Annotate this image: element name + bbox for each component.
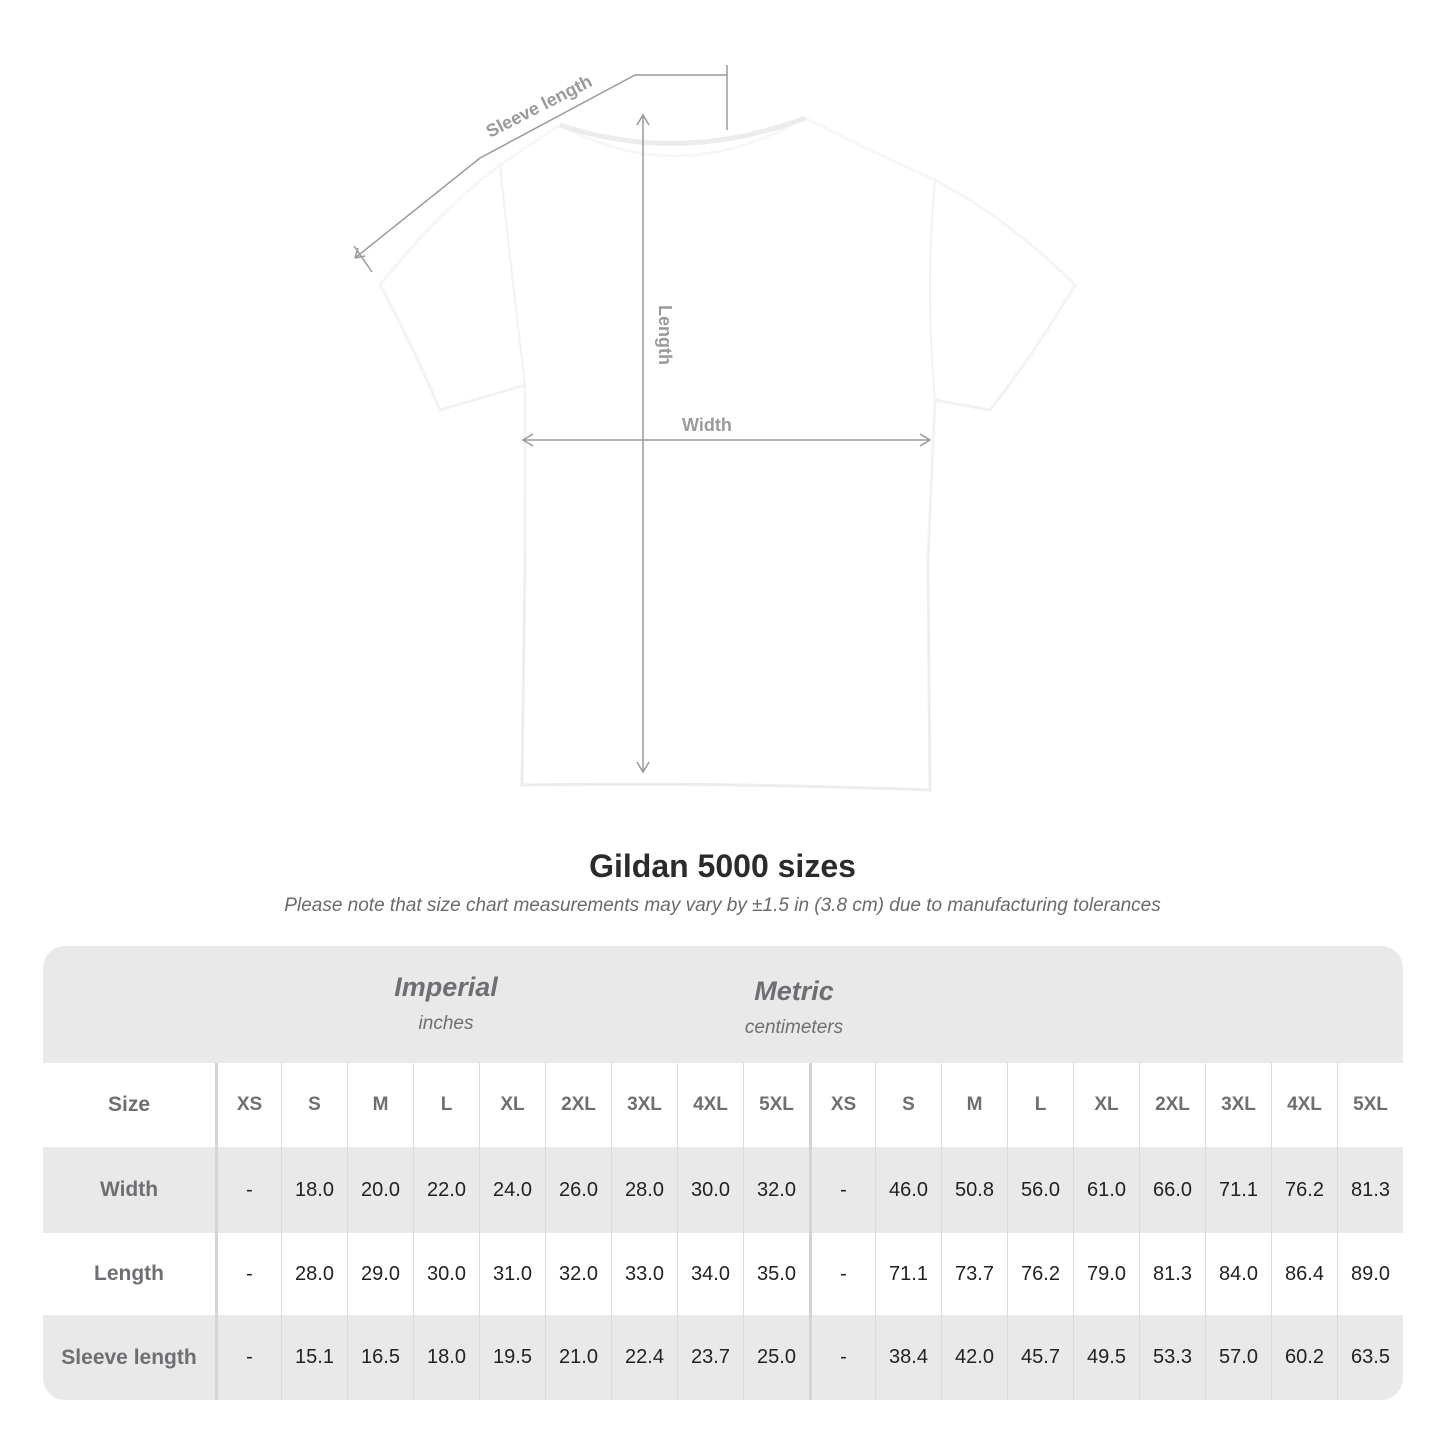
imperial-value-cell: 21.0 <box>545 1315 611 1400</box>
imperial-heading: Imperial inches <box>149 972 743 1035</box>
metric-value-cell: 46.0 <box>875 1147 941 1233</box>
row-label: Width <box>99 1178 159 1201</box>
metric-size-header: XS <box>809 1063 875 1147</box>
imperial-size-header: 3XL <box>611 1063 677 1147</box>
imperial-size-header: L <box>413 1063 479 1147</box>
sleeve-measure-line <box>354 74 727 259</box>
metric-value-cell: 86.4 <box>1271 1233 1337 1315</box>
metric-heading: Metric centimeters <box>497 976 1091 1039</box>
imperial-size-header: 2XL <box>545 1063 611 1147</box>
metric-value-cell: 49.5 <box>1073 1315 1139 1400</box>
imperial-title: Imperial <box>394 972 498 1002</box>
imperial-value-cell: 33.0 <box>611 1233 677 1315</box>
imperial-value-cell: 30.0 <box>413 1233 479 1315</box>
imperial-value-cell: 26.0 <box>545 1147 611 1233</box>
metric-value-cell: 60.2 <box>1271 1315 1337 1400</box>
imperial-value-cell: 19.5 <box>479 1315 545 1400</box>
metric-value-cell: 81.3 <box>1337 1147 1403 1233</box>
metric-value-cell: - <box>809 1233 875 1315</box>
imperial-size-header: M <box>347 1063 413 1147</box>
imperial-value-cell: 35.0 <box>743 1233 809 1315</box>
table-header-band: Imperial inches Metric centimeters <box>43 946 1403 1063</box>
imperial-value-cell: - <box>215 1315 281 1400</box>
metric-size-header: 5XL <box>1337 1063 1403 1147</box>
imperial-value-cell: - <box>215 1233 281 1315</box>
metric-title: Metric <box>754 976 834 1006</box>
length-measure-line <box>636 113 650 774</box>
tolerance-note: Please note that size chart measurements… <box>284 895 1161 916</box>
width-label: Width <box>682 415 732 435</box>
imperial-value-cell: 29.0 <box>347 1233 413 1315</box>
imperial-value-cell: 15.1 <box>281 1315 347 1400</box>
imperial-value-cell: 20.0 <box>347 1147 413 1233</box>
metric-value-cell: 84.0 <box>1205 1233 1271 1315</box>
imperial-value-cell: 18.0 <box>413 1315 479 1400</box>
metric-value-cell: 53.3 <box>1139 1315 1205 1400</box>
imperial-value-cell: 18.0 <box>281 1147 347 1233</box>
imperial-value-cell: 22.4 <box>611 1315 677 1400</box>
row-label: Size <box>107 1093 151 1116</box>
metric-value-cell: 71.1 <box>1205 1147 1271 1233</box>
imperial-value-cell: 16.5 <box>347 1315 413 1400</box>
metric-value-cell: 61.0 <box>1073 1147 1139 1233</box>
metric-value-cell: 76.2 <box>1007 1233 1073 1315</box>
imperial-value-cell: 31.0 <box>479 1233 545 1315</box>
imperial-size-header: 4XL <box>677 1063 743 1147</box>
width-measure-line <box>521 433 932 447</box>
tshirt-shape <box>378 116 1077 792</box>
metric-value-cell: 79.0 <box>1073 1233 1139 1315</box>
metric-value-cell: 81.3 <box>1139 1233 1205 1315</box>
imperial-size-header: S <box>281 1063 347 1147</box>
imperial-value-cell: 34.0 <box>677 1233 743 1315</box>
metric-value-cell: 45.7 <box>1007 1315 1073 1400</box>
imperial-value-cell: 28.0 <box>281 1233 347 1315</box>
metric-value-cell: - <box>809 1315 875 1400</box>
metric-value-cell: 89.0 <box>1337 1233 1403 1315</box>
imperial-value-cell: 28.0 <box>611 1147 677 1233</box>
metric-size-header: S <box>875 1063 941 1147</box>
imperial-value-cell: 25.0 <box>743 1315 809 1400</box>
row-label: Length <box>94 1262 164 1285</box>
metric-size-header: XL <box>1073 1063 1139 1147</box>
metric-value-cell: 71.1 <box>875 1233 941 1315</box>
imperial-size-header: 5XL <box>743 1063 809 1147</box>
metric-value-cell: 76.2 <box>1271 1147 1337 1233</box>
metric-value-cell: 56.0 <box>1007 1147 1073 1233</box>
metric-size-header: 2XL <box>1139 1063 1205 1147</box>
size-header-row: Size XS S M L XL 2XL 3XL 4XL 5XL XS S M L XL 2XL 3XL 4XL 5… <box>43 1063 1403 1147</box>
metric-size-header: L <box>1007 1063 1073 1147</box>
imperial-value-cell: 30.0 <box>677 1147 743 1233</box>
length-label: Length <box>655 305 675 365</box>
size-table: Imperial inches Metric centimeters Size X… <box>43 946 1403 1400</box>
table-row: Width -18.0 20.0 22.0 24.0 26.0 28.0 30.0 32.0-4… <box>43 1147 1403 1233</box>
metric-value-cell: 73.7 <box>941 1233 1007 1315</box>
metric-value-cell: - <box>809 1147 875 1233</box>
imperial-value-cell: 23.7 <box>677 1315 743 1400</box>
metric-size-header: M <box>941 1063 1007 1147</box>
metric-value-cell: 66.0 <box>1139 1147 1205 1233</box>
metric-size-header: 4XL <box>1271 1063 1337 1147</box>
metric-size-header: 3XL <box>1205 1063 1271 1147</box>
imperial-value-cell: - <box>215 1147 281 1233</box>
metric-value-cell: 50.8 <box>941 1147 1007 1233</box>
imperial-size-header: XL <box>479 1063 545 1147</box>
imperial-value-cell: 32.0 <box>743 1147 809 1233</box>
imperial-unit: inches <box>418 1013 474 1034</box>
metric-value-cell: 42.0 <box>941 1315 1007 1400</box>
imperial-value-cell: 22.0 <box>413 1147 479 1233</box>
metric-unit: centimeters <box>744 1017 844 1038</box>
imperial-value-cell: 24.0 <box>479 1147 545 1233</box>
page-title: Gildan 5000 sizes <box>589 848 856 884</box>
imperial-value-cell: 32.0 <box>545 1233 611 1315</box>
table-row: Length -28.0 29.0 30.0 31.0 32.0 33.0 34.0 35.0-… <box>43 1233 1403 1315</box>
row-label: Sleeve length <box>61 1345 197 1369</box>
metric-value-cell: 63.5 <box>1337 1315 1403 1400</box>
table-row: Sleeve length -15.1 16.5 18.0 19.5 21.0 22.4 23… <box>43 1315 1403 1400</box>
imperial-size-header: XS <box>215 1063 281 1147</box>
metric-value-cell: 57.0 <box>1205 1315 1271 1400</box>
tshirt-diagram: Sleeve length Length Width <box>353 65 1077 792</box>
metric-value-cell: 38.4 <box>875 1315 941 1400</box>
